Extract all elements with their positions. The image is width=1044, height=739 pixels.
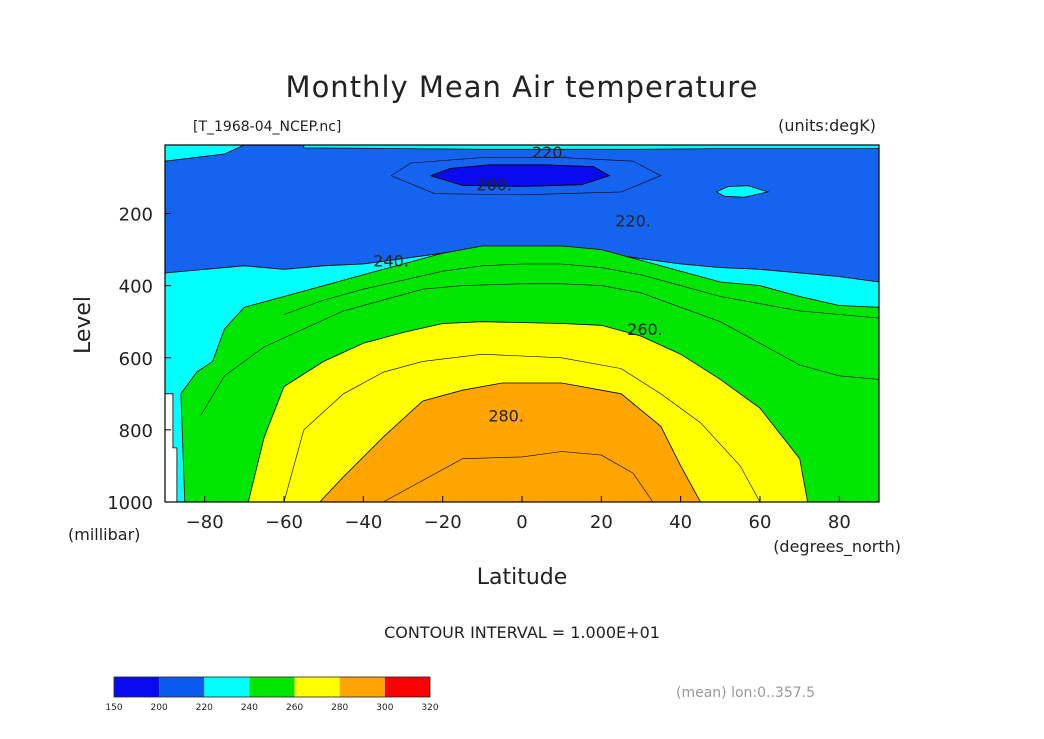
colorbar-tick-label-3: 240: [241, 703, 258, 713]
contour-line-4: [283, 353, 761, 502]
x-axis-label: Latitude: [477, 565, 568, 590]
contour-line-5: [383, 451, 654, 502]
contour-label-0: 220.: [532, 143, 568, 162]
colorbar-frame: [113, 676, 431, 698]
colorbar-segment-3: [249, 677, 295, 697]
colorbar-segment-2: [204, 677, 250, 697]
x-tick-label-6: 40: [669, 512, 692, 533]
mean-label: (mean) lon:0..357.5: [676, 685, 815, 701]
colorbar-segment-0: [114, 677, 160, 697]
colorbar-tick-label-7: 320: [421, 703, 438, 713]
y-tick-label-0: 200: [119, 205, 153, 226]
x-tick-label-0: −80: [186, 512, 224, 533]
y-tick-label-1: 400: [119, 277, 153, 298]
contour-lines: [200, 157, 879, 502]
y-axis: 200 400 600 800 1000: [107, 205, 171, 514]
colorbar-tick-label-1: 200: [151, 703, 168, 713]
y-tick-label-3: 800: [119, 421, 153, 442]
colorbar-tick-label-4: 260: [286, 703, 303, 713]
x-tick-label-1: −60: [265, 512, 303, 533]
contour-labels: 220. 200. 220. 240. 260. 280.: [373, 143, 663, 425]
x-tick-label-4: 0: [516, 512, 527, 533]
x-tick-label-8: 80: [828, 512, 851, 533]
contour-label-2: 220.: [615, 212, 651, 231]
x-axis: −80 −60 −40 −20 0 20 40 60 80: [186, 496, 851, 533]
contour-fill-2: [165, 145, 245, 162]
colorbar-tick-label-2: 220: [196, 703, 213, 713]
contour-label-3: 240.: [373, 251, 409, 270]
contour-line-0: [430, 164, 611, 187]
y-unit-label: (millibar): [68, 525, 140, 544]
colorbar-segment-4: [294, 677, 340, 697]
colorbar-tick-label-5: 280: [331, 703, 348, 713]
units-label: (units:degK): [778, 116, 876, 135]
y-axis-label: Level: [71, 296, 96, 354]
contour-interval-label: CONTOUR INTERVAL = 1.000E+01: [384, 623, 660, 642]
x-tick-label-3: −20: [424, 512, 462, 533]
contour-fills: [165, 145, 879, 502]
contour-fill-1: [303, 145, 879, 150]
colorbar-segment-5: [339, 677, 385, 697]
x-tick-label-2: −40: [344, 512, 382, 533]
y-tick-label-2: 600: [119, 349, 153, 370]
colorbar-segment-6: [384, 677, 430, 697]
y-tick-label-4: 1000: [107, 493, 153, 514]
file-label: [T_1968-04_NCEP.nc]: [193, 119, 341, 135]
contour-line-3: [200, 283, 879, 416]
contour-label-5: 280.: [488, 406, 524, 425]
colorbar-tick-label-6: 300: [376, 703, 393, 713]
plot-area: 220. 200. 220. 240. 260. 280.: [165, 143, 879, 502]
contour-line-1: [390, 157, 662, 196]
chart-title: Monthly Mean Air temperature: [286, 70, 759, 104]
contour-fill-6: [319, 382, 701, 502]
colorbar-segment-1: [159, 677, 205, 697]
contour-label-1: 200.: [476, 176, 512, 195]
x-tick-label-5: 20: [590, 512, 613, 533]
colorbar: 150 200 220 240 260 280 300 320: [105, 676, 439, 713]
contour-fill-8: [715, 185, 770, 198]
x-tick-label-7: 60: [749, 512, 772, 533]
colorbar-tick-label-0: 150: [105, 703, 122, 713]
x-unit-label: (degrees_north): [773, 537, 901, 557]
contour-line-2: [283, 263, 879, 319]
contour-label-4: 260.: [627, 320, 663, 339]
